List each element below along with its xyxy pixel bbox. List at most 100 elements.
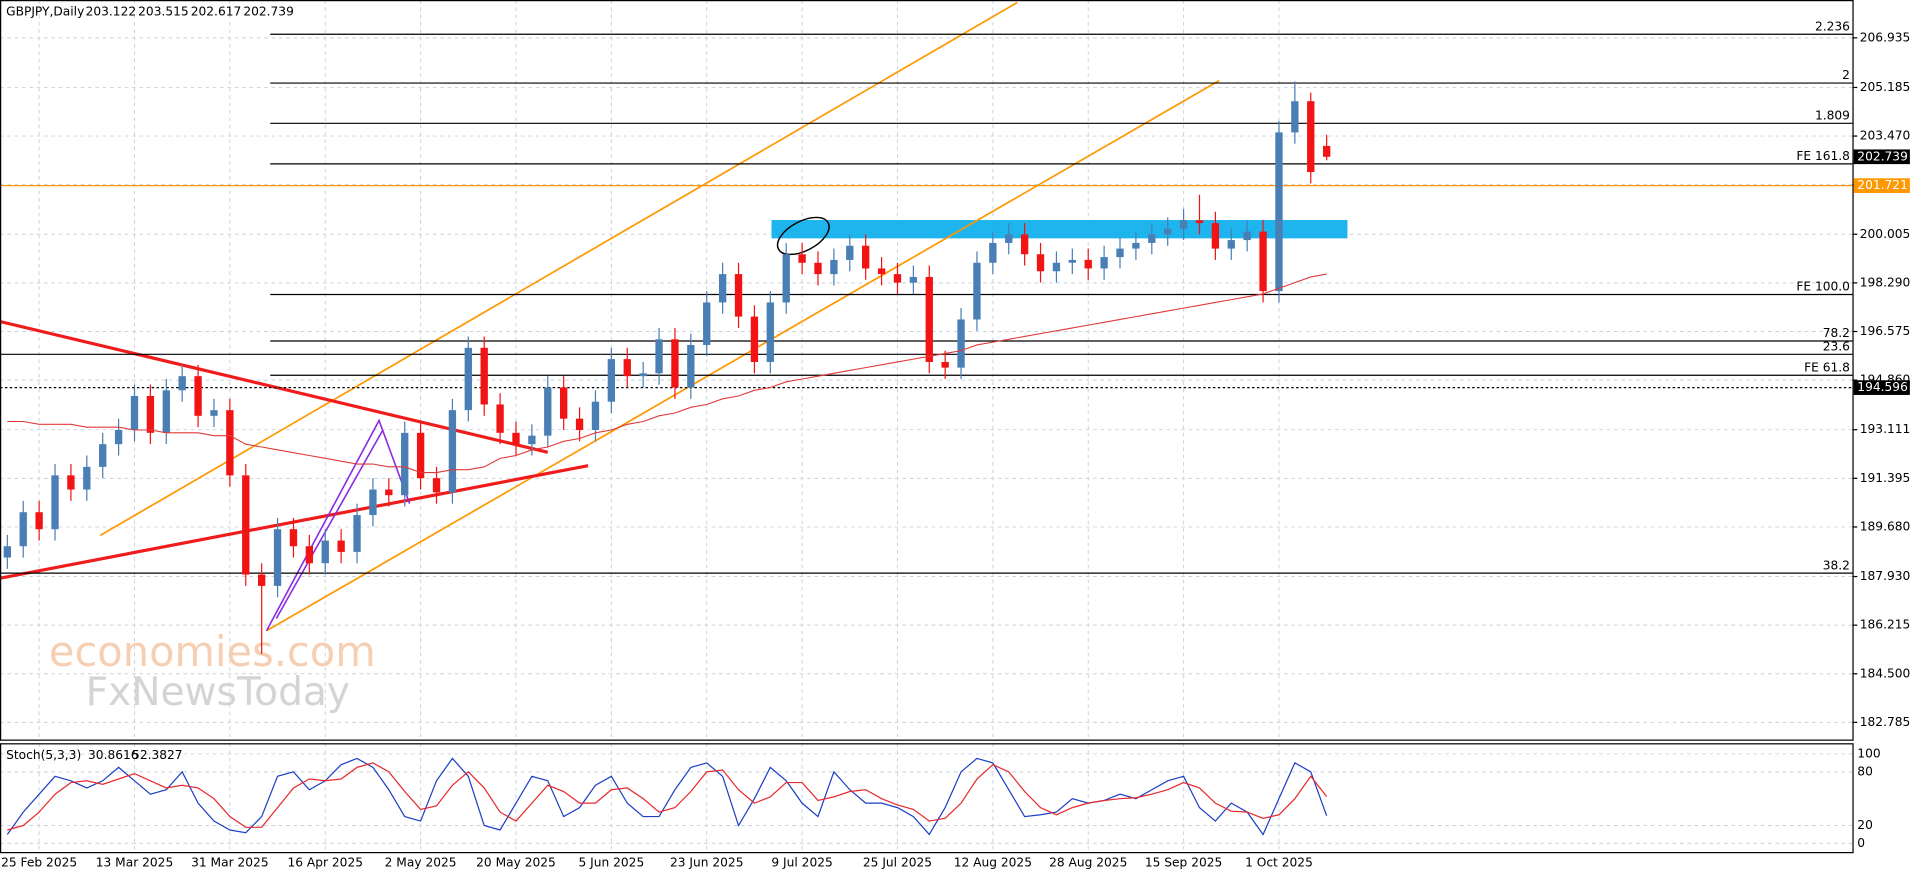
candle-body (1132, 242, 1140, 249)
candle-body (480, 347, 488, 405)
candle-body (560, 387, 568, 419)
candle-body (273, 529, 282, 586)
candle-body (1068, 259, 1076, 263)
y-tick-label: 191.395 (1860, 471, 1911, 485)
level-label: 2.236 (1815, 19, 1850, 33)
y-tick-label: 198.290 (1860, 275, 1911, 289)
candle-body (607, 359, 616, 402)
price-tag-label: 194.596 (1857, 380, 1908, 394)
candle-body (194, 376, 202, 416)
candle-body (67, 475, 75, 490)
labels-layer: 206.935205.185203.470201.755200.005198.2… (1, 19, 1910, 869)
candle-body (1291, 101, 1299, 133)
watermark: economies.com (49, 627, 376, 676)
candle-body (83, 466, 91, 490)
x-tick-label: 15 Sep 2025 (1145, 855, 1222, 869)
x-tick-label: 5 Jun 2025 (578, 855, 644, 869)
candle-body (1275, 132, 1283, 292)
x-tick-label: 16 Apr 2025 (287, 855, 363, 869)
price-tag-label: 201.721 (1857, 178, 1908, 192)
candle-body (3, 546, 12, 558)
candle-body (321, 540, 329, 564)
candle-body (957, 319, 965, 368)
y-tick-label: 206.935 (1860, 30, 1911, 44)
candle-body (448, 410, 457, 493)
highlight-ellipse (776, 216, 830, 256)
pattern-line (265, 418, 411, 632)
candle-body (289, 529, 298, 547)
candle-body (909, 276, 918, 283)
level-label: 38.2 (1823, 558, 1850, 572)
candle-body (35, 512, 43, 530)
oscillator-line (7, 762, 1328, 831)
candle-body (798, 254, 806, 263)
marks-layer (0, 33, 1853, 836)
candle-body (19, 512, 27, 547)
candle-body (766, 302, 774, 362)
zone (771, 220, 1348, 239)
candle-body (639, 373, 647, 377)
candle-body (385, 489, 393, 496)
candle-body (687, 344, 695, 388)
pattern-line (275, 429, 384, 619)
indicator-title: Stoch(5,3,3) (6, 748, 81, 762)
ohlc-low: 202.617 (191, 5, 242, 19)
candle-body (846, 245, 854, 260)
candle-body (512, 432, 520, 445)
candle-body (941, 361, 949, 368)
candle-body (1020, 234, 1029, 255)
candle-body (989, 242, 997, 263)
y-tick-label: 205.185 (1860, 80, 1911, 94)
y-tick-label: 200.005 (1860, 227, 1911, 241)
candle-body (1036, 254, 1045, 272)
indicator-value: 52.3827 (132, 748, 183, 762)
trend-line (0, 319, 549, 454)
candle-body (257, 574, 266, 586)
plot-frame (0, 0, 1854, 741)
candle-body (750, 316, 759, 362)
candle-body (1005, 234, 1013, 243)
candle-body (1211, 223, 1220, 249)
candle-body (178, 376, 186, 391)
candle-body (1322, 145, 1331, 157)
level-label: 23.6 (1823, 339, 1850, 353)
y-tick-label: 189.680 (1860, 519, 1911, 533)
candle-body (1259, 231, 1267, 292)
candle-body (337, 540, 345, 552)
y-tick-label: 182.785 (1860, 715, 1911, 729)
candle-body (226, 410, 234, 476)
candle-body (99, 444, 107, 467)
candle-body (1243, 231, 1251, 241)
level-label: 1.809 (1815, 108, 1850, 122)
price-tag (1853, 149, 1910, 165)
candle-body (1307, 101, 1315, 173)
level-label: FE 61.8 (1804, 360, 1850, 374)
x-tick-label: 12 Aug 2025 (954, 855, 1032, 869)
y-tick-label: 203.470 (1860, 129, 1911, 143)
price-tag (1853, 380, 1910, 395)
x-tick-label: 28 Aug 2025 (1049, 855, 1127, 869)
y-tick-label: 196.575 (1860, 324, 1911, 338)
price-tag-label: 202.739 (1857, 149, 1908, 163)
price-tag (1853, 178, 1910, 193)
candle-body (814, 262, 822, 275)
candle-body (130, 395, 139, 431)
candle-body (1227, 240, 1235, 249)
y-tick-label: 193.111 (1860, 422, 1911, 436)
indicator-value: 30.8616 (88, 748, 139, 762)
level-label: 78.2 (1823, 326, 1850, 340)
y-tick-label: 186.215 (1860, 618, 1911, 632)
ohlc-high: 203.515 (138, 5, 189, 19)
candle-body (782, 254, 790, 303)
candle-body (528, 435, 536, 445)
x-tick-label: 20 May 2025 (476, 855, 556, 869)
candle-body (1179, 220, 1188, 229)
y-tick-label: 0 (1857, 836, 1865, 850)
candle-body (1195, 220, 1204, 224)
candle-body (146, 395, 155, 433)
x-tick-label: 25 Feb 2025 (1, 855, 77, 869)
candle-body (51, 475, 59, 530)
ohlc-open: 203.122 (86, 5, 137, 19)
level-label: FE 100.0 (1796, 280, 1850, 294)
